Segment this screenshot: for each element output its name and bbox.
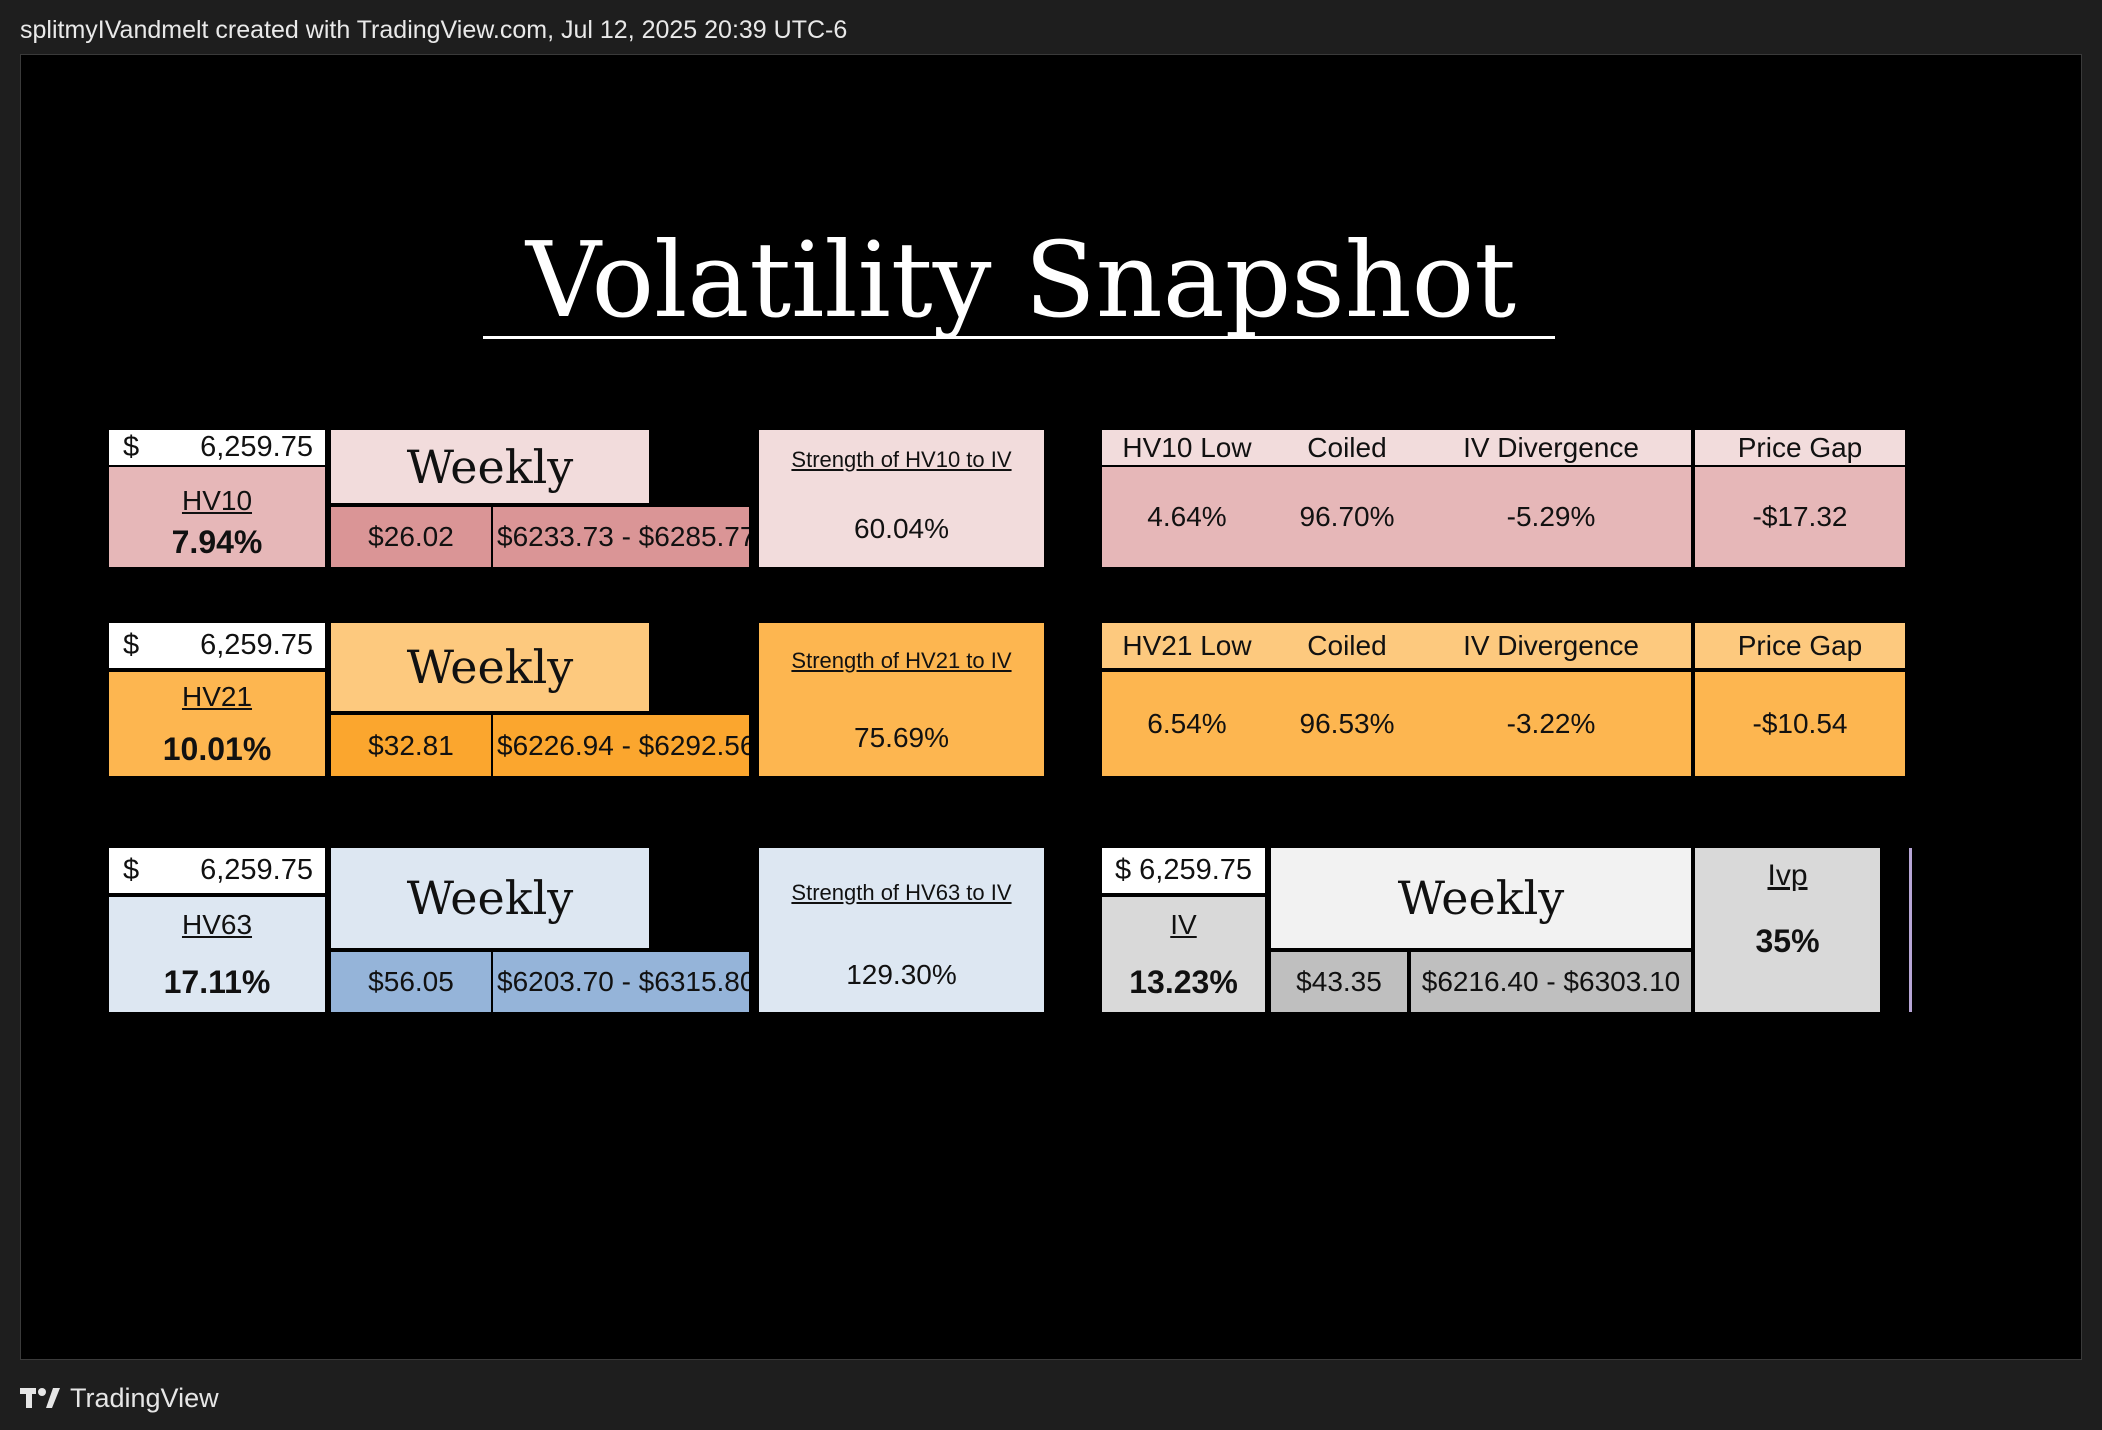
hv63-weekly-header: Weekly [331, 848, 649, 948]
hv10-weekly-range: $6233.73 - $6285.77 [493, 507, 749, 567]
hv21-low-value: 6.54% [1102, 672, 1272, 776]
hv10-divergence-value: -5.29% [1411, 467, 1691, 567]
ivp-label: Ivp [1695, 848, 1880, 903]
hv10-divergence-label: IV Divergence [1411, 430, 1691, 465]
iv-weekly-move: $43.35 [1271, 952, 1407, 1012]
hv10-weekly-header: Weekly [331, 430, 649, 503]
hv21-label: HV21 [109, 672, 325, 722]
hv63-price-symbol: $ [123, 854, 140, 886]
title-underline [483, 336, 1555, 339]
hv21-value: 10.01% [109, 722, 325, 776]
hv63-price: 6,259.75 [200, 854, 313, 886]
hv10-strength-label: Strength of HV10 to IV [759, 430, 1044, 490]
hv10-strength-value: 60.04% [759, 490, 1044, 567]
hv21-strength-value: 75.69% [759, 699, 1044, 776]
iv-value: 13.23% [1102, 952, 1265, 1012]
ivp-value: 35% [1695, 903, 1880, 1012]
hv10-label: HV10 [109, 467, 325, 517]
hv63-strength-value: 129.30% [759, 938, 1044, 1012]
hv21-strength-label: Strength of HV21 to IV [759, 623, 1044, 699]
hv10-gap-value: -$17.32 [1695, 467, 1905, 567]
iv-weekly-header: Weekly [1271, 848, 1691, 948]
hv10-price-symbol: $ [123, 431, 140, 463]
hv63-weekly-move: $56.05 [331, 952, 491, 1012]
hv63-label: HV63 [109, 897, 325, 952]
hv10-low-value: 4.64% [1102, 467, 1272, 567]
hv10-price: 6,259.75 [200, 431, 313, 463]
hv63-strength-label: Strength of HV63 to IV [759, 848, 1044, 938]
iv-price: $ 6,259.75 [1102, 848, 1265, 893]
hv63-weekly-range: $6203.70 - $6315.80 [493, 952, 749, 1012]
clipped-panel-edge [1909, 848, 1912, 1012]
tradingview-logo-icon [20, 1386, 60, 1410]
hv21-gap-label: Price Gap [1695, 623, 1905, 668]
hv21-price-symbol: $ [123, 629, 140, 661]
hv21-divergence-value: -3.22% [1411, 672, 1691, 776]
hv21-coiled-label: Coiled [1272, 623, 1422, 668]
hv10-coiled-value: 96.70% [1272, 467, 1422, 567]
hv21-coiled-value: 96.53% [1272, 672, 1422, 776]
hv10-weekly-move: $26.02 [331, 507, 491, 567]
hv21-low-label: HV21 Low [1102, 623, 1272, 668]
hv10-low-label: HV10 Low [1102, 430, 1272, 465]
hv10-value: 7.94% [109, 517, 325, 567]
chart-canvas: Volatility Snapshot $ 6,259.75 HV10 7.94… [20, 54, 2082, 1360]
hv21-weekly-range: $6226.94 - $6292.56 [493, 715, 749, 776]
hv63-price-box: $ 6,259.75 [109, 848, 325, 893]
hv21-divergence-label: IV Divergence [1411, 623, 1691, 668]
hv10-coiled-label: Coiled [1272, 430, 1422, 465]
iv-label: IV [1102, 897, 1265, 952]
hv21-weekly-move: $32.81 [331, 715, 491, 776]
hv21-price-box: $ 6,259.75 [109, 623, 325, 668]
iv-weekly-range: $6216.40 - $6303.10 [1411, 952, 1691, 1012]
footer-brand: TradingView [20, 1378, 219, 1418]
hv21-weekly-header: Weekly [331, 623, 649, 711]
hv10-price-box: $ 6,259.75 [109, 430, 325, 465]
chart-attribution: splitmyIVandmelt created with TradingVie… [20, 16, 848, 44]
hv63-value: 17.11% [109, 952, 325, 1012]
page-title: Volatility Snapshot [525, 219, 1517, 341]
hv21-gap-value: -$10.54 [1695, 672, 1905, 776]
footer-brand-text: TradingView [70, 1382, 219, 1413]
hv21-price: 6,259.75 [200, 629, 313, 661]
hv10-gap-label: Price Gap [1695, 430, 1905, 465]
